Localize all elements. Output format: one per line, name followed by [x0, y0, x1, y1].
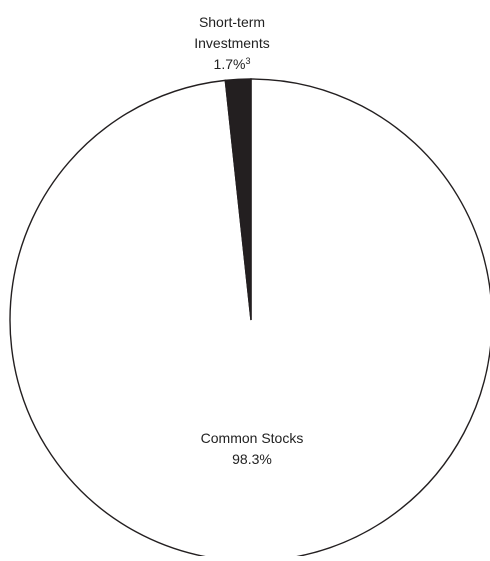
slice-label-common-stocks: Common Stocks [201, 430, 304, 446]
pie-slices [10, 79, 490, 556]
slice-label-short-term-line1: Short-term [199, 14, 265, 30]
slice-value-short-term-text: 1.7% [214, 56, 246, 72]
slice-footnote-short-term: 3 [245, 56, 250, 66]
slice-value-short-term: 1.7%3 [214, 56, 251, 72]
slice-value-common-stocks: 98.3% [232, 451, 272, 467]
slice-label-short-term-line2: Investments [194, 35, 269, 51]
